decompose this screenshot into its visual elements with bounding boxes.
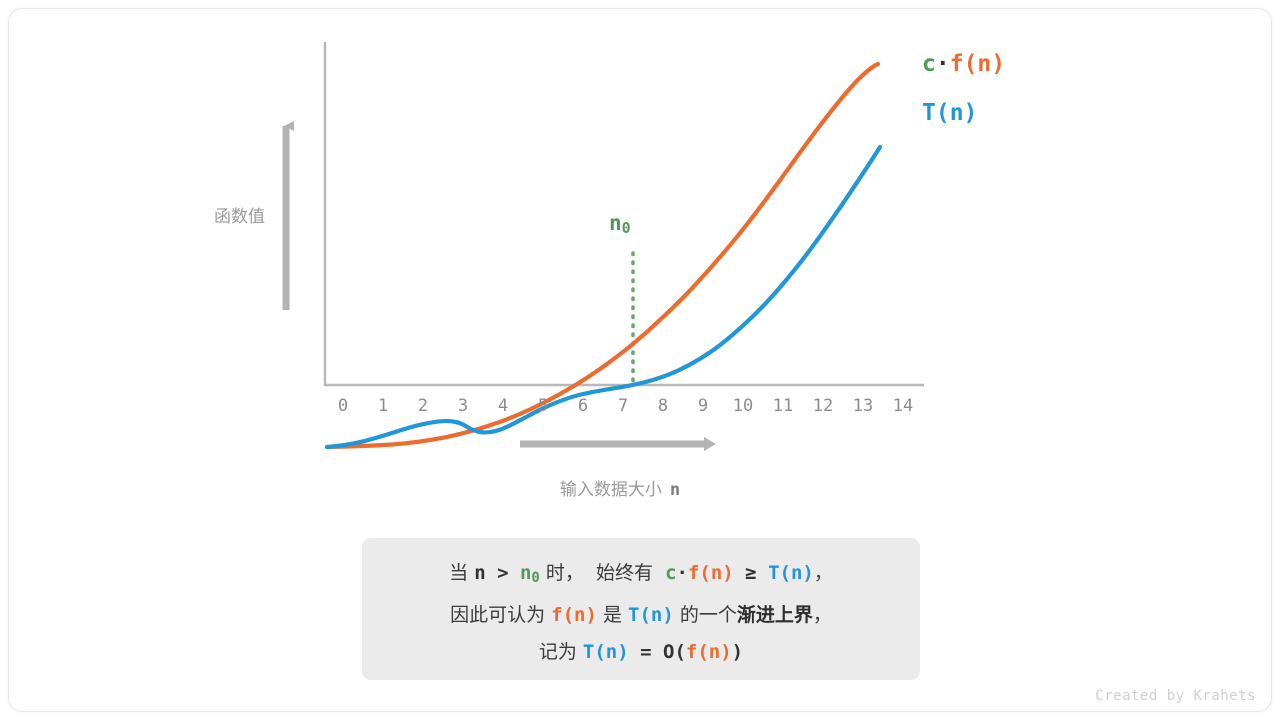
curve-c-f-n — [324, 61, 881, 450]
curve-label-f-of-n: f(n) — [949, 51, 1006, 77]
caption-l2-middle: 是 — [596, 604, 629, 626]
x-tick-2: 2 — [417, 396, 429, 416]
caption-l2-t-of-n: T(n) — [628, 604, 674, 626]
n0-marker-label: n0 — [609, 211, 631, 237]
x-tick-6: 6 — [577, 396, 589, 416]
x-tick-13: 13 — [852, 396, 874, 416]
y-axis-label: 函数值 — [214, 207, 265, 227]
caption-l2-suffix: ， — [812, 604, 832, 626]
curve-t-n — [324, 144, 883, 450]
x-tick-10: 10 — [732, 396, 754, 416]
n0-marker-subscript: 0 — [621, 219, 631, 237]
caption-l3-f-of-n: f(n) — [685, 641, 732, 663]
x-tick-8: 8 — [657, 396, 669, 416]
caption-box: 当 n > n0 时， 始终有 c·f(n) ≥ T(n)， 因此可认为 f(n… — [362, 538, 920, 680]
caption-l3-equals: = — [628, 641, 664, 663]
credit-text: Created by Krahets — [1095, 688, 1256, 704]
caption-l1-prefix: 当 — [449, 562, 475, 584]
caption-line-3: 记为 T(n) = O(f(n)) — [362, 634, 920, 671]
x-tick-11: 11 — [772, 396, 794, 416]
caption-l1-greater-equal: ≥ — [733, 562, 769, 584]
caption-l1-greater-than: > — [485, 562, 520, 584]
caption-l1-n0: n — [519, 562, 532, 584]
caption-l2-prefix: 因此可认为 — [450, 604, 552, 626]
caption-l3-prefix: 记为 — [538, 641, 583, 663]
caption-l1-middle: 时， 始终有 — [539, 562, 666, 584]
curve-label-dot-operator: · — [935, 51, 950, 77]
x-tick-3: 3 — [457, 396, 469, 416]
caption-l3-big-o-open: O( — [663, 641, 686, 663]
caption-l1-n0-subscript: 0 — [531, 570, 540, 586]
caption-l2-emphasis: 渐进上界 — [736, 604, 813, 626]
x-tick-5: 5 — [537, 396, 549, 416]
caption-l1-f-of-n: f(n) — [687, 562, 734, 584]
caption-line-2: 因此可认为 f(n) 是 T(n) 的一个渐进上界， — [362, 597, 920, 634]
n0-marker-base: n — [609, 211, 622, 235]
caption-l1-t-of-n: T(n) — [768, 562, 814, 584]
curve-label-t-of-n: T(n) — [922, 100, 978, 126]
caption-line-1: 当 n > n0 时， 始终有 c·f(n) ≥ T(n)， — [362, 555, 920, 597]
x-tick-7: 7 — [617, 396, 629, 416]
x-tick-12: 12 — [812, 396, 834, 416]
caption-l1-dot-operator: · — [676, 562, 688, 584]
x-axis-label-variable: n — [669, 480, 681, 500]
curve-label-coefficient-c: c — [922, 51, 936, 77]
x-tick-14: 14 — [892, 396, 914, 416]
caption-l1-c: c — [665, 562, 677, 584]
x-axis-label-text: 输入数据大小 — [559, 480, 662, 500]
x-tick-1: 1 — [377, 396, 389, 416]
x-tick-4: 4 — [497, 396, 509, 416]
caption-l3-big-o-close: ) — [731, 641, 744, 663]
curve-label-c-f-n: c·f(n) — [922, 51, 1005, 77]
x-axis-label: 输入数据大小 n — [430, 475, 810, 500]
caption-l2-f-of-n: f(n) — [551, 604, 597, 626]
caption-l1-n: n — [474, 562, 486, 584]
x-tick-0: 0 — [337, 396, 349, 416]
x-tick-9: 9 — [697, 396, 709, 416]
caption-l2-middle-2: 的一个 — [673, 604, 737, 626]
caption-l3-t-of-n: T(n) — [582, 641, 629, 663]
caption-l1-suffix: ， — [813, 562, 833, 584]
